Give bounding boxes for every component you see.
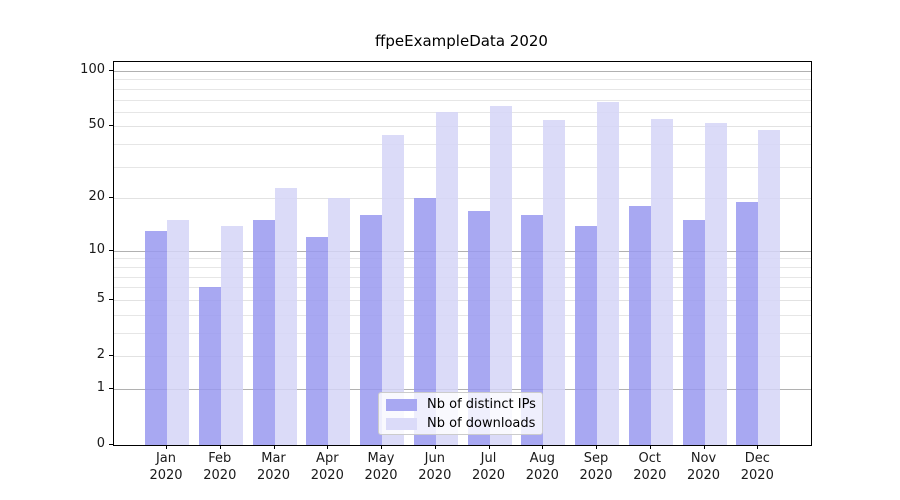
bar-distinct-ips-apr: [306, 237, 329, 445]
bar-distinct-ips-nov: [682, 220, 705, 445]
gridline-y-8: [114, 266, 811, 268]
x-tick-mark-aug: [542, 445, 544, 449]
y-tick-label-2: 2: [96, 347, 105, 362]
bar-distinct-ips-dec: [736, 202, 759, 445]
bar-downloads-may: [382, 134, 404, 445]
bar-distinct-ips-aug: [521, 215, 544, 445]
bar-downloads-jan: [167, 220, 189, 445]
gridline-y-20: [114, 198, 811, 200]
downloads-swatch: [386, 418, 417, 430]
y-tick-label-10: 10: [88, 241, 105, 257]
gridline-y-80: [114, 88, 811, 90]
y-tick-label-0: 0: [96, 436, 105, 451]
bar-distinct-ips-mar: [252, 220, 275, 445]
legend-label-distinct-ips: Nb of distinct IPs: [427, 397, 536, 412]
y-tick-mark-0: [109, 444, 113, 445]
gridline-y-5: [114, 299, 811, 301]
gridline-y-10: [114, 250, 811, 252]
legend-row-distinct-ips: Nb of distinct IPs: [379, 395, 542, 414]
bar-distinct-ips-oct: [628, 206, 651, 445]
bar-distinct-ips-jul: [467, 210, 490, 445]
x-tick-mark-feb: [219, 445, 221, 449]
y-tick-label-5: 5: [96, 290, 105, 306]
x-tick-label-nov: Nov 2020: [686, 451, 721, 483]
y-tick-mark-50: [109, 125, 113, 127]
bar-downloads-feb: [220, 225, 243, 445]
y-tick-mark-2: [109, 355, 113, 356]
x-tick-label-jan: Jan 2020: [149, 451, 183, 483]
bar-downloads-sep: [597, 101, 619, 445]
bar-downloads-jul: [489, 105, 512, 445]
x-tick-label-jul: Jul 2020: [471, 451, 506, 483]
x-tick-mark-dec: [757, 445, 759, 449]
x-tick-label-dec: Dec 2020: [740, 451, 774, 483]
x-tick-mark-apr: [327, 445, 329, 449]
y-tick-label-50: 50: [88, 117, 105, 133]
gridline-y-3: [114, 332, 811, 334]
gridline-y-6: [114, 287, 811, 289]
y-tick-mark-20: [109, 197, 113, 199]
y-tick-label-1: 1: [96, 379, 105, 395]
bar-distinct-ips-feb: [198, 287, 221, 445]
x-tick-label-oct: Oct 2020: [633, 451, 667, 483]
chart-title: ffpeExampleData 2020: [375, 32, 548, 50]
y-tick-mark-1: [109, 387, 113, 389]
y-tick-mark-5: [109, 298, 113, 300]
bar-distinct-ips-sep: [575, 225, 597, 445]
gridline-y-4: [114, 314, 811, 316]
gridline-y-9: [114, 258, 811, 260]
gridline-y-60: [114, 111, 811, 113]
x-tick-label-sep: Sep 2020: [579, 451, 613, 483]
gridline-y-40: [114, 144, 811, 146]
bar-downloads-aug: [543, 120, 566, 445]
x-tick-label-apr: Apr 2020: [310, 451, 344, 483]
x-tick-mark-jun: [434, 445, 436, 449]
bar-downloads-oct: [650, 118, 673, 445]
plot-area: [113, 61, 812, 446]
bar-downloads-jun: [435, 111, 458, 445]
legend-label-downloads: Nb of downloads: [427, 416, 536, 431]
bar-downloads-dec: [758, 129, 781, 445]
bar-distinct-ips-may: [360, 215, 382, 445]
x-tick-mark-mar: [273, 445, 275, 449]
distinct-ips-swatch: [386, 399, 417, 411]
bar-downloads-mar: [274, 187, 297, 445]
x-tick-mark-jan: [166, 445, 167, 449]
x-tick-mark-jul: [488, 445, 490, 449]
gridline-y-1: [114, 388, 811, 390]
y-tick-mark-100: [109, 70, 113, 71]
x-tick-mark-nov: [703, 445, 705, 449]
x-tick-mark-oct: [649, 445, 651, 449]
gridline-y-2: [114, 356, 811, 357]
gridline-y-50: [114, 126, 811, 128]
y-tick-label-100: 100: [80, 62, 105, 77]
gridline-y-30: [114, 166, 811, 168]
x-tick-label-may: May 2020: [364, 451, 398, 483]
legend-row-downloads: Nb of downloads: [379, 414, 542, 433]
x-tick-label-jun: Jun 2020: [418, 451, 452, 483]
bar-downloads-nov: [704, 123, 727, 445]
x-tick-label-feb: Feb 2020: [203, 451, 237, 483]
y-tick-label-20: 20: [88, 189, 105, 205]
gridline-y-100: [114, 71, 811, 72]
x-tick-mark-sep: [596, 445, 597, 449]
gridline-y-7: [114, 276, 811, 278]
bar-downloads-apr: [328, 198, 351, 445]
y-tick-mark-10: [109, 249, 113, 251]
gridline-y-70: [114, 99, 811, 101]
gridline-y-90: [114, 79, 811, 81]
legend: Nb of distinct IPs Nb of downloads: [378, 392, 543, 435]
bar-distinct-ips-jan: [145, 231, 167, 445]
bar-distinct-ips-jun: [413, 198, 436, 445]
x-tick-label-mar: Mar 2020: [256, 451, 291, 483]
x-tick-label-aug: Aug 2020: [525, 451, 559, 483]
x-tick-mark-may: [381, 445, 382, 449]
